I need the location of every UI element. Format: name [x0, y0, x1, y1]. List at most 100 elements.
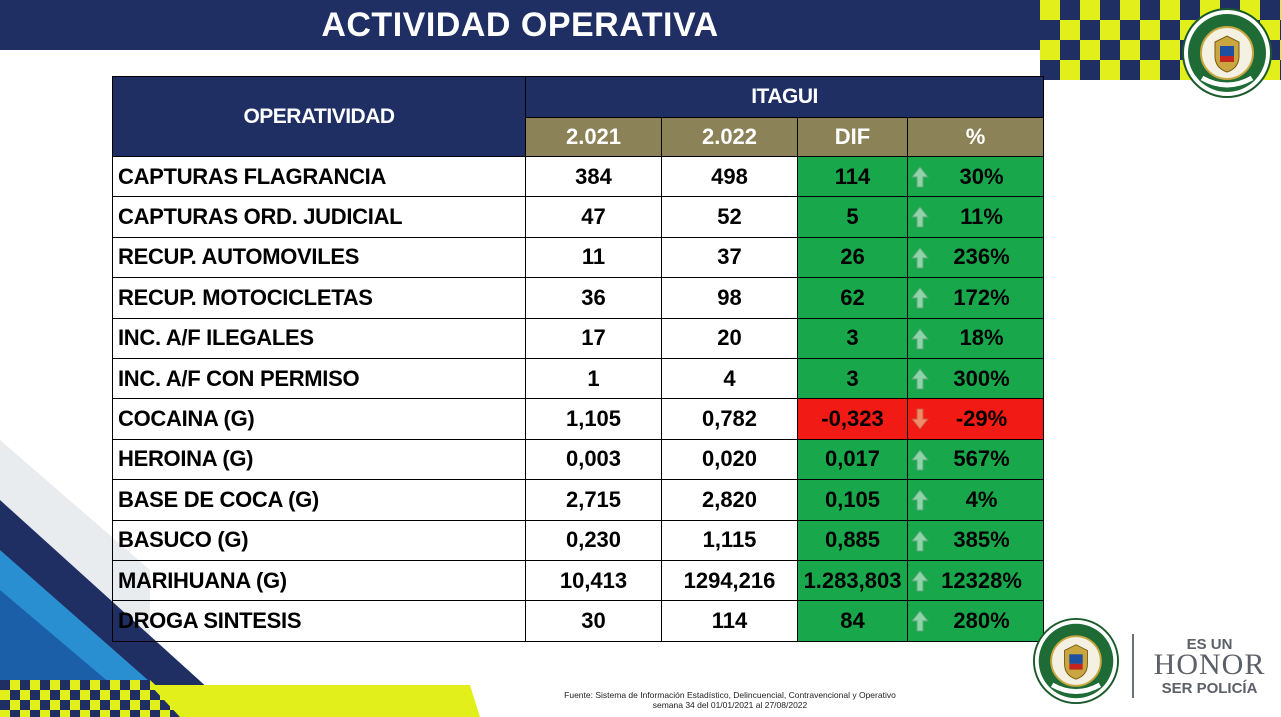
- value-percent: 12328%: [906, 559, 1045, 602]
- value-2022: 114: [661, 600, 798, 642]
- value-2021: 10,413: [525, 559, 662, 602]
- operativity-table: OPERATIVIDAD ITAGUI 2.021 2.022 DIF % CA…: [112, 76, 1045, 642]
- value-dif: 26: [797, 236, 908, 279]
- value-percent: 18%: [906, 317, 1045, 359]
- row-label: COCAINA (G): [112, 398, 526, 440]
- row-label: DROGA SINTESIS: [112, 600, 526, 642]
- value-percent: -29%: [906, 398, 1045, 440]
- table-row: RECUP. MOTOCICLETAS 36 98 62 172%: [112, 277, 1045, 319]
- value-dif: 0,017: [797, 438, 908, 481]
- value-2021: 2,715: [525, 479, 662, 521]
- value-percent: 385%: [906, 519, 1045, 561]
- value-percent: 30%: [906, 155, 1045, 198]
- value-2022: 0,020: [661, 438, 798, 481]
- arrow-up-icon: [911, 448, 929, 471]
- value-dif: 1.283,803: [797, 559, 908, 602]
- value-2022: 4: [661, 357, 798, 400]
- table-row: CAPTURAS FLAGRANCIA 384 498 114 30%: [112, 155, 1045, 198]
- police-seal-logo: [1182, 8, 1272, 98]
- header-2022: 2.022: [661, 117, 798, 157]
- arrow-up-icon: [911, 166, 929, 188]
- value-dif: 62: [797, 277, 908, 319]
- source-line-1: Fuente: Sistema de Información Estadísti…: [564, 690, 896, 700]
- header-percent: %: [906, 117, 1045, 157]
- value-dif: 3: [797, 317, 908, 359]
- value-2021: 0,230: [525, 519, 662, 561]
- percent-text: 12328%: [941, 567, 1022, 593]
- percent-text: 385%: [953, 527, 1010, 553]
- header-operatividad: OPERATIVIDAD: [112, 76, 526, 157]
- row-label: CAPTURAS FLAGRANCIA: [112, 155, 526, 198]
- value-dif: 114: [797, 155, 908, 198]
- value-dif: 0,885: [797, 519, 908, 561]
- row-label: INC. A/F ILEGALES: [112, 317, 526, 359]
- value-dif: 0,105: [797, 479, 908, 521]
- value-dif: 3: [797, 357, 908, 400]
- table-row: INC. A/F CON PERMISO 1 4 3 300%: [112, 357, 1045, 400]
- percent-text: 11%: [960, 204, 1003, 230]
- value-percent: 4%: [906, 479, 1045, 521]
- value-2021: 0,003: [525, 438, 662, 481]
- source-line-2: semana 34 del 01/01/2021 al 27/08/2022: [652, 700, 808, 710]
- row-label: RECUP. AUTOMOVILES: [112, 236, 526, 279]
- value-2021: 30: [525, 600, 662, 642]
- table-row: MARIHUANA (G) 10,413 1294,216 1.283,803 1232…: [112, 559, 1045, 602]
- value-2022: 98: [661, 277, 798, 319]
- value-percent: 280%: [906, 600, 1045, 642]
- value-2022: 52: [661, 196, 798, 238]
- value-2022: 37: [661, 236, 798, 279]
- value-2021: 1: [525, 357, 662, 400]
- value-dif: -0,323: [797, 398, 908, 440]
- arrow-up-icon: [911, 529, 929, 552]
- table-row: RECUP. AUTOMOVILES 11 37 26 236%: [112, 236, 1045, 279]
- motto-top: ES UN: [1186, 636, 1233, 653]
- value-percent: 567%: [906, 438, 1045, 481]
- percent-text: 567%: [953, 446, 1010, 472]
- police-seal-logo-bottom: [1033, 618, 1119, 704]
- value-2021: 1,105: [525, 398, 662, 440]
- arrow-down-icon: [911, 408, 929, 431]
- value-percent: 11%: [906, 196, 1045, 238]
- value-2022: 20: [661, 317, 798, 359]
- table-row: BASE DE COCA (G) 2,715 2,820 0,105 4%: [112, 479, 1045, 521]
- table-row: CAPTURAS ORD. JUDICIAL 47 52 5 11%: [112, 196, 1045, 238]
- motto-bottom: SER POLICÍA: [1161, 680, 1258, 697]
- value-percent: 300%: [906, 357, 1045, 400]
- header-dif: DIF: [797, 117, 908, 157]
- value-2022: 2,820: [661, 479, 798, 521]
- percent-text: 4%: [965, 486, 998, 512]
- row-label: BASE DE COCA (G): [112, 479, 526, 521]
- row-label: CAPTURAS ORD. JUDICIAL: [112, 196, 526, 238]
- percent-text: -29%: [955, 406, 1008, 432]
- arrow-up-icon: [911, 368, 929, 390]
- table-body: CAPTURAS FLAGRANCIA 384 498 114 30% CAPTURAS …: [112, 155, 1045, 642]
- table-row: COCAINA (G) 1,105 0,782 -0,323 -29%: [112, 398, 1045, 440]
- row-label: MARIHUANA (G): [112, 559, 526, 602]
- arrow-up-icon: [911, 570, 929, 592]
- percent-text: 18%: [959, 325, 1004, 351]
- row-label: INC. A/F CON PERMISO: [112, 357, 526, 400]
- arrow-up-icon: [911, 610, 929, 632]
- motto-divider: [1132, 634, 1134, 698]
- percent-text: 30%: [959, 163, 1004, 189]
- header-itagui: ITAGUI: [524, 76, 1045, 118]
- arrow-up-icon: [911, 489, 929, 511]
- value-2022: 1294,216: [661, 559, 798, 602]
- value-2022: 0,782: [661, 398, 798, 440]
- value-dif: 84: [797, 600, 908, 642]
- table-row: HEROINA (G) 0,003 0,020 0,017 567%: [112, 438, 1045, 481]
- source-note: Fuente: Sistema de Información Estadísti…: [520, 690, 940, 710]
- value-2021: 384: [525, 155, 662, 198]
- value-2021: 47: [525, 196, 662, 238]
- decorative-stripes: [0, 440, 480, 717]
- table-row: DROGA SINTESIS 30 114 84 280%: [112, 600, 1045, 642]
- page-title: ACTIVIDAD OPERATIVA: [321, 6, 719, 44]
- arrow-up-icon: [911, 206, 929, 228]
- row-label: BASUCO (G): [112, 519, 526, 561]
- arrow-up-icon: [911, 246, 929, 269]
- value-dif: 5: [797, 196, 908, 238]
- value-2022: 498: [661, 155, 798, 198]
- value-2021: 17: [525, 317, 662, 359]
- arrow-up-icon: [911, 327, 929, 350]
- row-label: HEROINA (G): [112, 438, 526, 481]
